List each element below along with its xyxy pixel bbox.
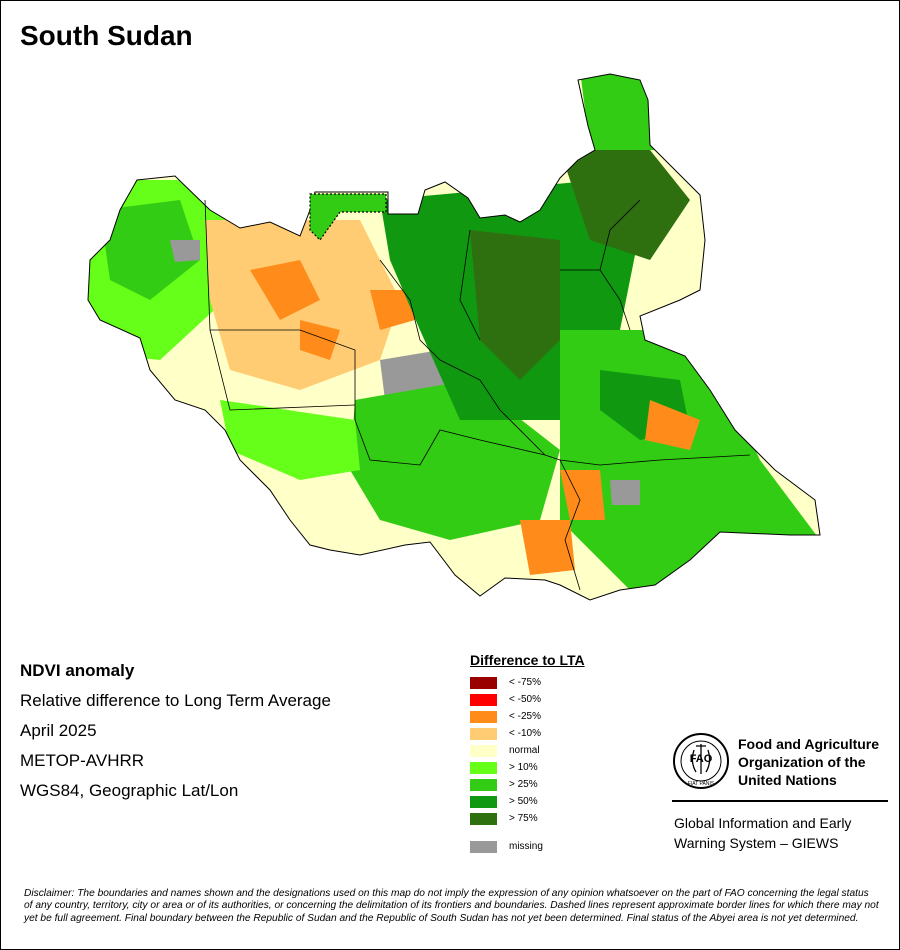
abyei-area [309,193,387,241]
legend-item: > 25% [470,776,585,793]
legend-label: missing [509,841,543,852]
legend-swatch [470,727,497,740]
ndvi-anomaly-map [87,73,821,601]
sensor: METOP-AVHRR [20,751,145,770]
product-description: Relative difference to Long Term Average [20,691,331,710]
legend-classes: < -75% < -50% < -25% < -10% normal > 10% > 25%… [470,674,585,827]
legend-swatch [470,693,497,706]
giews-name-line: Global Information and Early [674,815,852,831]
product-name: NDVI anomaly [20,661,135,680]
legend-label: > 10% [509,762,538,773]
sudd-wetland [470,230,560,380]
legend-swatch [470,676,497,689]
fao-motto: FIAT PANIS [688,781,715,787]
legend-label: normal [509,745,540,756]
legend-item: > 75% [470,810,585,827]
south-orange-patch [520,520,575,575]
projection: WGS84, Geographic Lat/Lon [20,781,239,800]
missing-patch-west [170,240,200,262]
legend-swatch [470,761,497,774]
giews-name-line: Warning System – GIEWS [674,835,839,851]
legend-item: < -10% [470,725,585,742]
legend: Difference to LTA < -75% < -50% < -25% < -1… [470,652,585,855]
divider [672,800,888,802]
legend-item-missing: missing [470,838,585,855]
fao-block: FAO FIAT PANIS Food and Agriculture Orga… [672,732,890,862]
legend-label: < -10% [509,728,541,739]
missing-patch-east [610,480,640,505]
legend-label: < -50% [509,694,541,705]
west-green-patch [100,200,200,300]
north-east-dark-green [560,150,690,260]
legend-item: > 10% [470,759,585,776]
legend-label: > 75% [509,813,538,824]
legend-swatch [470,710,497,723]
legend-label: > 50% [509,796,538,807]
upper-nile-tip [580,74,660,150]
giews-name: Global Information and Early Warning Sys… [674,813,851,853]
fao-name: Food and Agriculture Organization of the… [738,735,879,789]
period: April 2025 [20,721,97,740]
country-boundary [87,73,821,601]
legend-swatch [470,840,497,853]
legend-swatch [470,744,497,757]
fao-name-line: Organization of the [738,754,866,770]
east-orange-patch [645,400,700,450]
legend-item: < -75% [470,674,585,691]
state-boundaries [204,199,751,591]
map-info: NDVI anomaly Relative difference to Long… [20,656,331,806]
legend-label: < -25% [509,711,541,722]
legend-label: < -75% [509,677,541,688]
legend-title: Difference to LTA [470,652,585,668]
legend-label: > 25% [509,779,538,790]
legend-item: > 50% [470,793,585,810]
fao-name-line: United Nations [738,772,837,788]
legend-swatch [470,812,497,825]
south-west-green [220,400,360,480]
legend-item: normal [470,742,585,759]
orange-patch-3 [300,320,340,360]
disclaimer: Disclaimer: The boundaries and names sho… [24,888,879,924]
legend-swatch [470,778,497,791]
legend-item: < -50% [470,691,585,708]
map-title: South Sudan [20,20,193,51]
fao-logo-icon: FAO FIAT PANIS [673,733,729,789]
legend-item: < -25% [470,708,585,725]
ndvi-raster [88,74,820,600]
fao-name-line: Food and Agriculture [738,736,880,752]
legend-swatch [470,795,497,808]
orange-patch-1 [250,260,320,320]
fao-logo-text: FAO [690,753,713,765]
orange-patch-2 [370,290,415,330]
